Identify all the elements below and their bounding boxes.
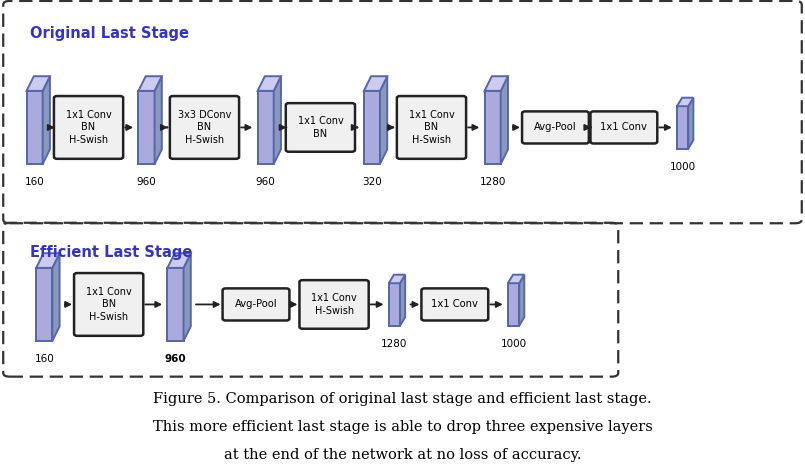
Text: 160: 160 (25, 177, 44, 187)
FancyBboxPatch shape (422, 288, 488, 320)
Text: 960: 960 (165, 354, 186, 364)
Polygon shape (36, 253, 60, 268)
Text: 1x1 Conv
BN
H-Swish: 1x1 Conv BN H-Swish (86, 287, 131, 322)
Text: 960: 960 (137, 177, 156, 187)
Polygon shape (258, 76, 281, 91)
Text: 1x1 Conv
H-Swish: 1x1 Conv H-Swish (312, 293, 357, 316)
Bar (364, 91, 380, 164)
Bar (258, 91, 274, 164)
Polygon shape (184, 253, 191, 341)
Text: 1280: 1280 (480, 177, 506, 187)
Text: 1x1 Conv: 1x1 Conv (601, 122, 647, 133)
Polygon shape (485, 76, 508, 91)
Text: 960: 960 (256, 177, 275, 187)
Text: 160: 160 (35, 354, 54, 364)
Text: 1x1 Conv
BN: 1x1 Conv BN (298, 116, 343, 139)
Polygon shape (364, 76, 387, 91)
Text: Figure 5. Comparison of original last stage and efficient last stage.: Figure 5. Comparison of original last st… (153, 392, 652, 406)
Polygon shape (167, 253, 191, 268)
Bar (389, 283, 400, 326)
Text: at the end of the network at no loss of accuracy.: at the end of the network at no loss of … (224, 448, 581, 463)
FancyBboxPatch shape (299, 280, 369, 329)
Bar (167, 268, 184, 341)
FancyBboxPatch shape (522, 111, 589, 143)
Polygon shape (52, 253, 60, 341)
Polygon shape (688, 98, 693, 149)
Polygon shape (274, 76, 281, 164)
Polygon shape (27, 76, 50, 91)
Text: 1000: 1000 (501, 339, 526, 349)
Polygon shape (155, 76, 162, 164)
Bar (138, 91, 155, 164)
Polygon shape (43, 76, 50, 164)
Text: 320: 320 (362, 177, 382, 187)
Text: Original Last Stage: Original Last Stage (30, 26, 189, 41)
FancyBboxPatch shape (74, 273, 143, 336)
Polygon shape (501, 76, 508, 164)
Bar (508, 283, 519, 326)
Text: Avg-Pool: Avg-Pool (535, 122, 576, 133)
FancyBboxPatch shape (170, 96, 239, 159)
Bar (36, 268, 52, 341)
FancyBboxPatch shape (397, 96, 466, 159)
Text: 1x1 Conv
BN
H-Swish: 1x1 Conv BN H-Swish (66, 110, 111, 145)
Text: 1x1 Conv
BN
H-Swish: 1x1 Conv BN H-Swish (409, 110, 454, 145)
Polygon shape (400, 275, 405, 326)
FancyBboxPatch shape (222, 288, 290, 320)
Text: Avg-Pool: Avg-Pool (235, 299, 277, 310)
Text: This more efficient last stage is able to drop three expensive layers: This more efficient last stage is able t… (153, 420, 652, 434)
FancyBboxPatch shape (591, 111, 658, 143)
Polygon shape (519, 275, 524, 326)
Polygon shape (138, 76, 162, 91)
Text: 3x3 DConv
BN
H-Swish: 3x3 DConv BN H-Swish (178, 110, 231, 145)
Bar (27, 91, 43, 164)
Polygon shape (380, 76, 387, 164)
FancyBboxPatch shape (54, 96, 123, 159)
Text: Efficient Last Stage: Efficient Last Stage (30, 245, 192, 261)
Text: 1280: 1280 (382, 339, 407, 349)
Bar (485, 91, 501, 164)
Polygon shape (389, 275, 405, 283)
Polygon shape (677, 98, 693, 106)
Polygon shape (508, 275, 524, 283)
Text: 1000: 1000 (670, 162, 696, 172)
Bar (677, 106, 688, 149)
FancyBboxPatch shape (286, 103, 355, 152)
Text: 1x1 Conv: 1x1 Conv (431, 299, 478, 310)
